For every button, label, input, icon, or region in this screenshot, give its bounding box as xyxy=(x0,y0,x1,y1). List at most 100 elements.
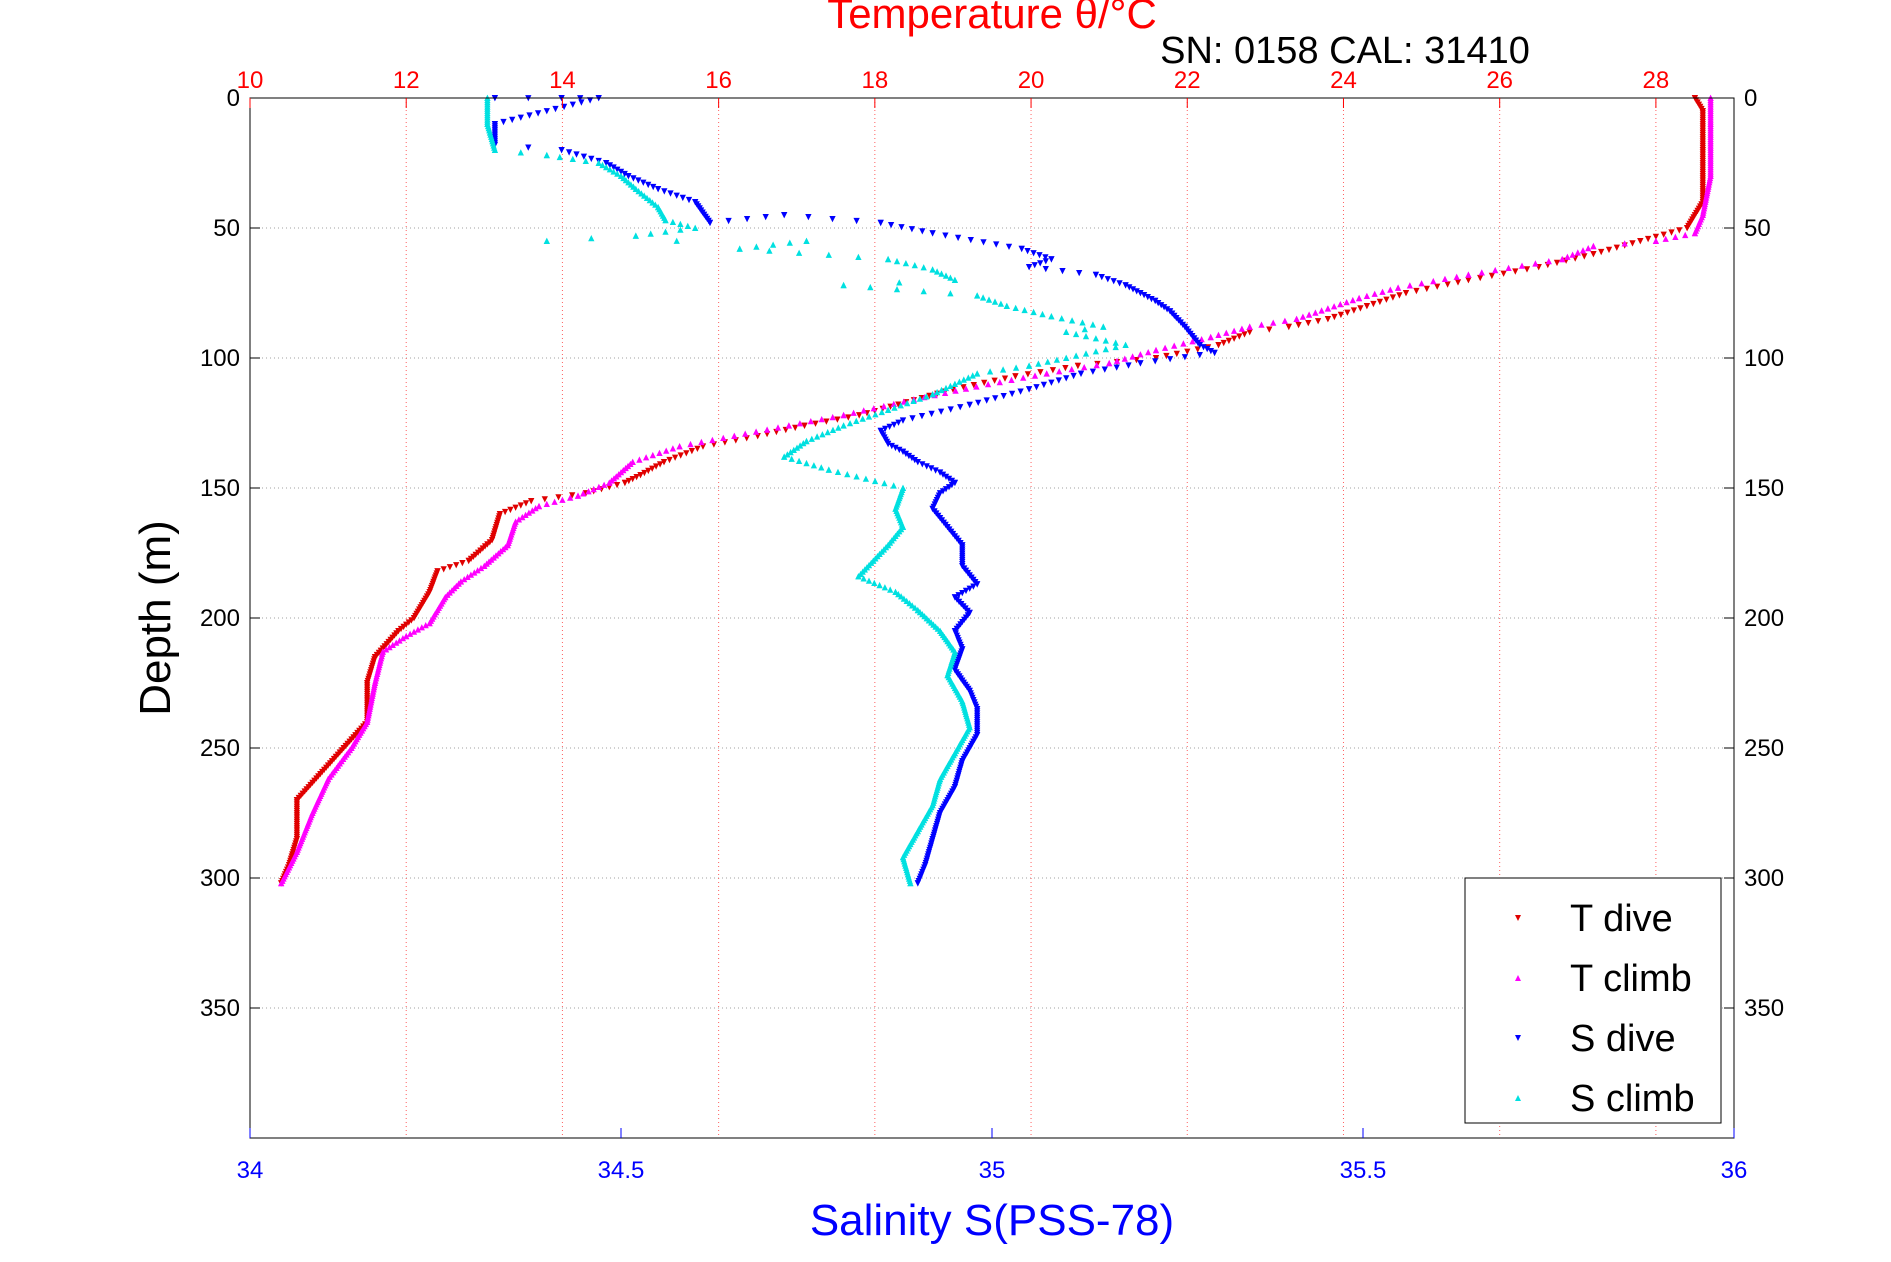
data-point xyxy=(1074,362,1081,369)
data-point xyxy=(1324,305,1331,312)
data-point xyxy=(379,648,386,655)
legend-label: T dive xyxy=(1570,898,1673,940)
data-point xyxy=(951,648,958,655)
data-point xyxy=(411,615,417,621)
top-tick-label: 16 xyxy=(705,67,732,94)
data-point xyxy=(662,217,669,224)
legend-label: S dive xyxy=(1570,1018,1676,1060)
data-point xyxy=(1285,323,1292,330)
data-point xyxy=(632,186,639,192)
y-tick-label: 100 xyxy=(200,345,240,372)
y-tick-label: 50 xyxy=(213,215,240,242)
data-point xyxy=(951,594,958,601)
data-point xyxy=(364,719,371,725)
series-s-climb xyxy=(484,94,1129,887)
legend-marker xyxy=(1515,1095,1521,1101)
data-point xyxy=(1012,373,1019,380)
data-point xyxy=(870,557,877,564)
bottom-tick-label: 34 xyxy=(237,1157,264,1184)
data-point xyxy=(892,505,899,512)
data-point xyxy=(1246,329,1253,335)
data-point xyxy=(781,453,788,460)
bottom-tick-label: 35 xyxy=(979,1157,1006,1184)
data-point xyxy=(637,472,644,478)
data-point xyxy=(885,440,892,447)
data-point xyxy=(731,433,738,439)
data-point xyxy=(929,230,936,237)
legend-marker xyxy=(1515,915,1521,921)
data-point xyxy=(543,238,550,244)
data-point xyxy=(937,810,944,816)
data-point xyxy=(966,609,973,616)
data-point xyxy=(900,524,906,530)
data-point xyxy=(558,147,565,153)
data-point xyxy=(1122,282,1129,289)
data-point xyxy=(512,518,519,525)
legend-label: S climb xyxy=(1570,1078,1695,1120)
data-point xyxy=(900,485,906,491)
top-tick-label: 28 xyxy=(1643,67,1670,94)
data-point xyxy=(1026,386,1033,393)
data-point xyxy=(803,438,810,445)
data-point xyxy=(951,277,958,283)
data-point xyxy=(781,212,788,218)
top-tick-label: 20 xyxy=(1018,67,1045,94)
data-point xyxy=(937,776,944,783)
data-point xyxy=(484,121,491,127)
data-point xyxy=(692,225,699,231)
data-point xyxy=(395,628,402,634)
data-point xyxy=(1324,316,1331,322)
data-point xyxy=(922,862,929,868)
data-point xyxy=(1356,295,1363,302)
data-point xyxy=(929,505,936,512)
y-tick-label: 200 xyxy=(200,605,240,632)
data-point xyxy=(1153,347,1159,354)
y-tick-label: 250 xyxy=(200,735,240,762)
y-tick-label-right: 100 xyxy=(1744,345,1784,372)
data-point xyxy=(1363,303,1370,309)
data-point xyxy=(1003,303,1010,309)
legend-marker xyxy=(1515,1035,1521,1041)
data-point xyxy=(543,152,550,159)
data-point xyxy=(491,147,498,153)
data-point xyxy=(840,412,847,419)
data-point xyxy=(1026,362,1033,369)
data-point xyxy=(959,646,966,653)
y-tick-label: 350 xyxy=(200,995,240,1022)
data-point xyxy=(900,417,906,424)
axis-ticks: 0 0 50 50 100 100 150 150 200 200 250 250 300 300 350 3… xyxy=(200,67,1784,1184)
data-point xyxy=(692,199,699,205)
data-point xyxy=(937,628,944,634)
legend-label: T climb xyxy=(1570,958,1692,1000)
data-point xyxy=(1092,271,1099,278)
data-point xyxy=(1063,329,1070,335)
y-tick-label-right: 150 xyxy=(1744,475,1784,502)
data-point xyxy=(1106,360,1113,367)
y-tick-label-right: 250 xyxy=(1744,735,1784,762)
bottom-axis-label: Salinity S(PSS-78) xyxy=(810,1196,1174,1245)
data-point xyxy=(496,511,503,517)
series-t-dive xyxy=(278,95,1706,887)
series-markers xyxy=(278,94,1714,887)
data-point xyxy=(1559,256,1566,263)
data-point xyxy=(1246,323,1253,330)
data-point xyxy=(914,880,921,887)
bottom-tick-label: 34.5 xyxy=(598,1157,645,1184)
data-point xyxy=(840,422,847,429)
data-point xyxy=(618,173,624,179)
data-point xyxy=(629,459,636,465)
data-point xyxy=(595,160,602,166)
data-point xyxy=(951,784,958,790)
top-tick-label: 22 xyxy=(1174,67,1201,94)
data-point xyxy=(1181,323,1188,330)
data-point xyxy=(293,797,300,803)
data-point xyxy=(1465,271,1472,278)
data-point xyxy=(1048,256,1055,263)
top-tick-label: 14 xyxy=(549,67,576,94)
y-tick-label: 300 xyxy=(200,865,240,892)
data-point xyxy=(966,401,973,408)
data-point xyxy=(625,173,632,179)
data-point xyxy=(575,492,581,499)
data-point xyxy=(877,427,884,434)
